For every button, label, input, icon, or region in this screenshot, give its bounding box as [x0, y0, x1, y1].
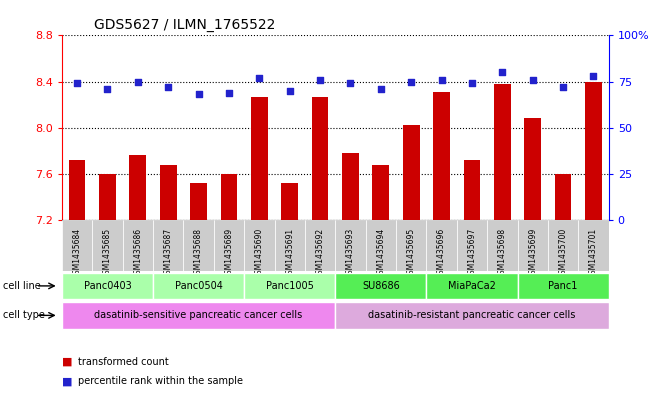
Bar — [335, 220, 366, 271]
Bar — [548, 220, 578, 271]
Point — [224, 90, 234, 96]
Point — [254, 75, 264, 81]
Text: GSM1435690: GSM1435690 — [255, 228, 264, 279]
Bar — [372, 165, 389, 220]
Bar — [281, 183, 298, 220]
Bar — [342, 153, 359, 220]
Point — [133, 79, 143, 85]
Point — [345, 80, 355, 86]
Bar — [366, 220, 396, 271]
Point — [284, 88, 295, 94]
Bar — [92, 220, 122, 271]
Point — [527, 77, 538, 83]
Bar — [464, 160, 480, 220]
Bar — [335, 302, 609, 329]
Text: dasatinib-resistant pancreatic cancer cells: dasatinib-resistant pancreatic cancer ce… — [368, 310, 575, 320]
Bar — [69, 160, 85, 220]
Point — [406, 79, 417, 85]
Bar — [335, 273, 426, 299]
Bar — [153, 273, 244, 299]
Bar — [426, 220, 457, 271]
Bar — [159, 165, 176, 220]
Point — [558, 84, 568, 90]
Text: GSM1435701: GSM1435701 — [589, 228, 598, 279]
Text: GSM1435700: GSM1435700 — [559, 228, 568, 279]
Bar — [578, 220, 609, 271]
Text: GSM1435695: GSM1435695 — [407, 228, 416, 279]
Point — [589, 73, 599, 79]
Bar — [251, 97, 268, 220]
Bar — [305, 220, 335, 271]
Bar — [434, 92, 450, 220]
Bar — [221, 174, 237, 220]
Bar — [312, 97, 329, 220]
Point — [163, 84, 173, 90]
Text: Panc0403: Panc0403 — [83, 281, 132, 291]
Point — [315, 77, 326, 83]
Text: GSM1435692: GSM1435692 — [316, 228, 325, 279]
Text: GSM1435699: GSM1435699 — [528, 228, 537, 279]
Point — [467, 80, 477, 86]
Bar — [585, 81, 602, 220]
Bar — [426, 273, 518, 299]
Bar — [130, 155, 146, 220]
Bar — [153, 220, 184, 271]
Bar — [122, 220, 153, 271]
Text: GSM1435688: GSM1435688 — [194, 228, 203, 279]
Text: GSM1435687: GSM1435687 — [163, 228, 173, 279]
Bar — [244, 220, 275, 271]
Text: GSM1435693: GSM1435693 — [346, 228, 355, 279]
Text: GSM1435686: GSM1435686 — [133, 228, 143, 279]
Bar — [244, 273, 335, 299]
Bar — [518, 220, 548, 271]
Text: Panc1005: Panc1005 — [266, 281, 314, 291]
Text: GSM1435696: GSM1435696 — [437, 228, 446, 279]
Bar — [494, 84, 510, 220]
Text: SU8686: SU8686 — [362, 281, 400, 291]
Point — [193, 91, 204, 97]
Bar — [62, 302, 335, 329]
Text: transformed count: transformed count — [78, 356, 169, 367]
Text: MiaPaCa2: MiaPaCa2 — [448, 281, 496, 291]
Text: GSM1435694: GSM1435694 — [376, 228, 385, 279]
Text: GSM1435685: GSM1435685 — [103, 228, 112, 279]
Text: Panc0504: Panc0504 — [174, 281, 223, 291]
Bar — [214, 220, 244, 271]
Bar — [396, 220, 426, 271]
Text: GDS5627 / ILMN_1765522: GDS5627 / ILMN_1765522 — [94, 18, 276, 32]
Point — [376, 86, 386, 92]
Text: percentile rank within the sample: percentile rank within the sample — [78, 376, 243, 386]
Bar — [555, 174, 572, 220]
Text: GSM1435691: GSM1435691 — [285, 228, 294, 279]
Bar — [525, 118, 541, 220]
Bar — [62, 273, 153, 299]
Text: GSM1435698: GSM1435698 — [498, 228, 507, 279]
Bar — [99, 174, 116, 220]
Text: GSM1435697: GSM1435697 — [467, 228, 477, 279]
Point — [102, 86, 113, 92]
Bar — [190, 183, 207, 220]
Text: Panc1: Panc1 — [548, 281, 578, 291]
Bar — [403, 125, 419, 220]
Text: cell line: cell line — [3, 281, 41, 291]
Text: ■: ■ — [62, 376, 72, 386]
Text: GSM1435684: GSM1435684 — [72, 228, 81, 279]
Text: ■: ■ — [62, 356, 72, 367]
Bar — [62, 220, 92, 271]
Bar — [518, 273, 609, 299]
Text: cell type: cell type — [3, 310, 45, 320]
Bar — [487, 220, 518, 271]
Bar — [275, 220, 305, 271]
Point — [497, 69, 508, 75]
Text: dasatinib-sensitive pancreatic cancer cells: dasatinib-sensitive pancreatic cancer ce… — [94, 310, 303, 320]
Point — [72, 80, 82, 86]
Point — [436, 77, 447, 83]
Bar — [457, 220, 487, 271]
Text: GSM1435689: GSM1435689 — [225, 228, 234, 279]
Bar — [184, 220, 214, 271]
